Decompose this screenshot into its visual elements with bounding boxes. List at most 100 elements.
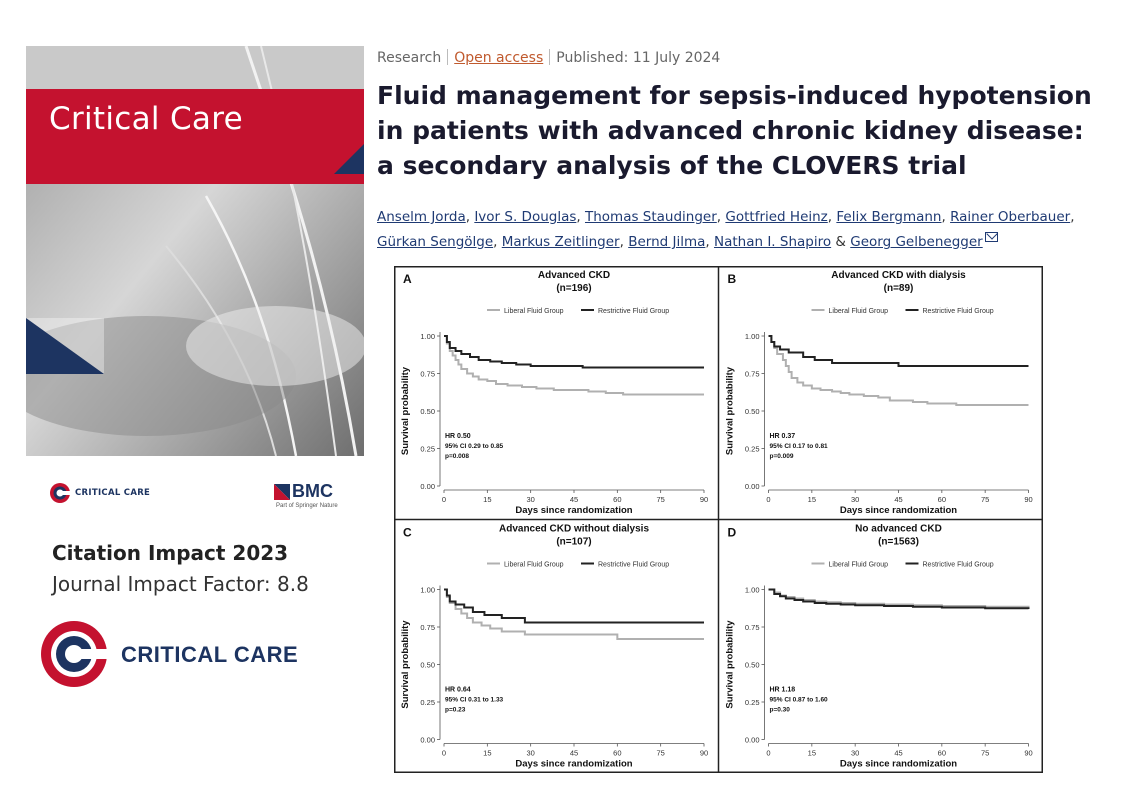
y-axis-label: Survival probability [725, 366, 736, 455]
legend-label: Liberal Fluid Group [504, 308, 564, 315]
open-access-link[interactable]: Open access [454, 50, 544, 66]
x-tick-label: 45 [570, 749, 578, 758]
stat-label: p=0.30 [770, 707, 791, 714]
y-tick-label: 1.00 [420, 586, 435, 595]
legend-label: Restrictive Fluid Group [923, 562, 994, 569]
survival-curve [444, 335, 704, 369]
author-link[interactable]: Rainer Oberbauer [950, 209, 1071, 225]
y-tick-label: 0.00 [745, 482, 760, 491]
panel-letter: B [728, 272, 737, 286]
y-tick-label: 0.00 [420, 736, 435, 745]
article-type: Research [377, 50, 442, 66]
stat-label: p=0.009 [770, 453, 794, 460]
stat-label: HR 0.37 [770, 433, 796, 440]
x-tick-label: 30 [851, 495, 859, 504]
panel-subtitle: (n=196) [556, 283, 591, 294]
stat-label: HR 0.64 [445, 687, 471, 694]
author-link[interactable]: Thomas Staudinger [584, 209, 717, 225]
citation-impact-heading: Citation Impact 2023 [52, 541, 289, 565]
x-tick-label: 90 [1024, 495, 1032, 504]
author-list: Anselm Jorda, Ivor S. Douglas, Thomas St… [377, 209, 1075, 250]
km-panel-a: A Advanced CKD (n=196) Liberal Fluid Group R… [400, 270, 708, 516]
author-link[interactable]: Nathan I. Shapiro [713, 234, 832, 250]
bmc-logo-subtitle: Part of Springer Nature [276, 503, 338, 509]
survival-curve [768, 335, 1029, 367]
x-axis-label: Days since randomization [515, 505, 632, 516]
critical-care-logo-text-large: CRITICAL CARE [121, 642, 299, 667]
legend-label: Liberal Fluid Group [504, 562, 564, 569]
panel-title: No advanced CKD [855, 524, 942, 535]
author-link[interactable]: Gürkan Sengölge [377, 234, 494, 250]
y-tick-label: 1.00 [420, 332, 435, 341]
author-link[interactable]: Anselm Jorda [377, 209, 466, 225]
legend-label: Restrictive Fluid Group [598, 308, 669, 315]
cover-red-band [26, 89, 364, 184]
stat-label: 95% CI 0.31 to 1.33 [445, 697, 504, 704]
author-link[interactable]: Bernd Jilma [628, 234, 706, 250]
km-panel-c: C Advanced CKD without dialysis (n=107) Lib… [400, 524, 708, 770]
panel-title: Advanced CKD with dialysis [831, 270, 966, 281]
envelope-icon[interactable] [984, 232, 998, 242]
y-tick-label: 0.75 [745, 623, 760, 632]
x-tick-label: 15 [483, 749, 491, 758]
y-tick-label: 0.00 [420, 482, 435, 491]
y-tick-label: 0.25 [745, 698, 760, 707]
x-tick-label: 60 [938, 495, 946, 504]
x-tick-label: 60 [938, 749, 946, 758]
x-tick-label: 90 [700, 749, 708, 758]
bmc-logo-mark [274, 484, 290, 500]
x-tick-label: 75 [656, 749, 664, 758]
x-tick-label: 0 [442, 495, 446, 504]
x-tick-label: 30 [526, 495, 534, 504]
author-link[interactable]: Georg Gelbenegger [850, 234, 983, 250]
survival-curve [768, 588, 1030, 610]
panel-letter: D [728, 526, 737, 540]
y-tick-label: 0.75 [420, 623, 435, 632]
x-tick-label: 15 [808, 749, 816, 758]
x-tick-label: 45 [894, 749, 902, 758]
journal-cover[interactable]: Critical Care [26, 46, 364, 456]
y-tick-label: 0.50 [420, 661, 435, 670]
km-panel-d: D No advanced CKD (n=1563) Liberal Fluid Gr… [725, 524, 1033, 770]
panel-subtitle: (n=1563) [878, 537, 919, 548]
panel-subtitle: (n=89) [884, 283, 914, 294]
y-tick-label: 0.25 [745, 445, 760, 454]
x-axis-label: Days since randomization [515, 759, 632, 770]
cover-journal-title: Critical Care [49, 101, 243, 137]
survival-curve [444, 588, 704, 624]
article-title: Fluid management for sepsis-induced hypo… [377, 81, 1092, 180]
author-link[interactable]: Gottfried Heinz [725, 209, 828, 225]
x-tick-label: 30 [526, 749, 534, 758]
legend-label: Liberal Fluid Group [829, 308, 889, 315]
meta-divider [447, 49, 449, 65]
author-link[interactable]: Markus Zeitlinger [501, 234, 620, 250]
x-tick-label: 30 [851, 749, 859, 758]
x-tick-label: 45 [894, 495, 902, 504]
panel-letter: C [403, 526, 412, 540]
x-tick-label: 15 [808, 495, 816, 504]
x-tick-label: 60 [613, 749, 621, 758]
critical-care-logo-small[interactable] [49, 482, 71, 504]
journal-impact-factor: Journal Impact Factor: 8.8 [52, 572, 309, 596]
stat-label: HR 0.50 [445, 433, 471, 440]
stat-label: 95% CI 0.29 to 0.85 [445, 443, 504, 450]
x-tick-label: 0 [442, 749, 446, 758]
bmc-logo[interactable]: BMC [292, 481, 333, 501]
x-tick-label: 60 [613, 495, 621, 504]
y-tick-label: 1.00 [745, 332, 760, 341]
panel-letter: A [403, 272, 412, 286]
author-link[interactable]: Ivor S. Douglas [474, 209, 577, 225]
article-meta: Research Open access Published: 11 July 20… [377, 49, 720, 66]
panel-title: Advanced CKD without dialysis [499, 524, 649, 535]
x-tick-label: 75 [981, 749, 989, 758]
legend-label: Restrictive Fluid Group [598, 562, 669, 569]
stat-label: p=0.23 [445, 707, 466, 714]
critical-care-logo-large[interactable] [40, 620, 108, 688]
x-tick-label: 0 [766, 749, 770, 758]
km-panel-b: B Advanced CKD with dialysis (n=89) Liberal… [725, 270, 1033, 516]
meta-divider [549, 49, 551, 65]
y-axis-label: Survival probability [725, 620, 736, 709]
x-tick-label: 90 [700, 495, 708, 504]
author-link[interactable]: Felix Bergmann [836, 209, 942, 225]
survival-curve [444, 335, 704, 396]
